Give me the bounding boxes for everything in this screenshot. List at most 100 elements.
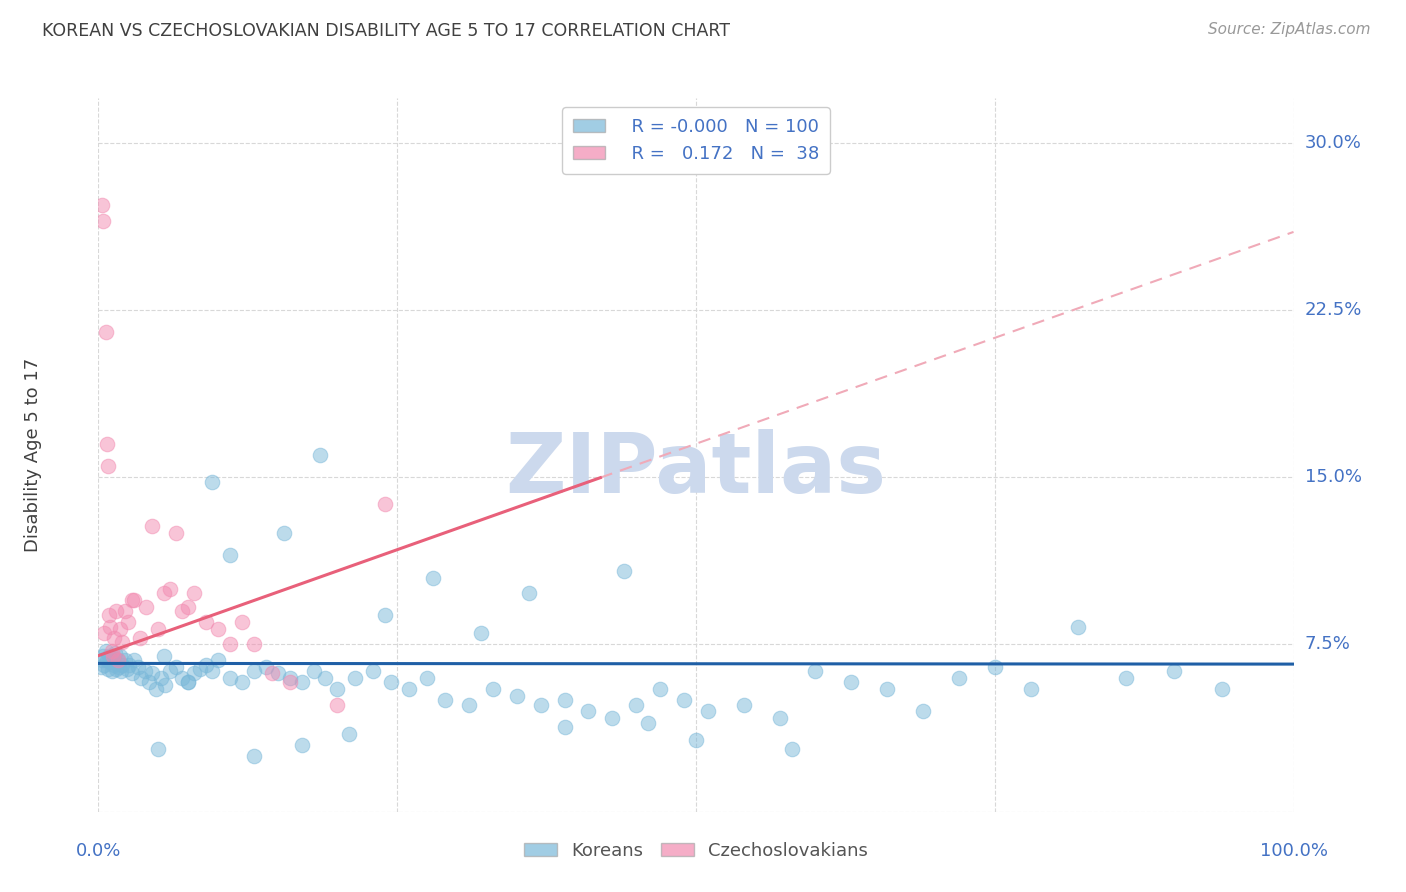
Text: ZIPatlas: ZIPatlas [506, 429, 886, 509]
Point [105, 662, 128, 676]
Point [134, 664, 156, 678]
Point [422, 571, 444, 585]
Point [948, 671, 970, 685]
Point [398, 681, 420, 696]
Point [131, 671, 153, 685]
Point [780, 742, 803, 756]
Point [231, 615, 253, 630]
Point [201, 664, 224, 678]
Point [648, 681, 672, 696]
Point [1067, 619, 1090, 633]
Point [104, 646, 127, 660]
Point [91, 653, 114, 667]
Point [117, 615, 139, 630]
Point [94, 644, 117, 658]
Point [91, 213, 114, 227]
Point [458, 698, 481, 712]
Point [876, 681, 898, 696]
Point [103, 657, 125, 672]
Point [118, 657, 141, 672]
Point [90, 660, 112, 674]
Point [624, 698, 647, 712]
Point [278, 671, 301, 685]
Point [172, 604, 194, 618]
Point [165, 526, 187, 541]
Point [127, 660, 149, 674]
Point [98, 648, 121, 663]
Point [673, 693, 696, 707]
Point [93, 657, 115, 672]
Point [98, 619, 122, 633]
Point [101, 648, 124, 663]
Point [380, 675, 402, 690]
Point [637, 715, 659, 730]
Point [1115, 671, 1137, 685]
Point [91, 198, 114, 212]
Point [231, 675, 253, 690]
Point [107, 653, 129, 667]
Text: 7.5%: 7.5% [1305, 635, 1351, 654]
Point [148, 742, 170, 756]
Point [219, 548, 242, 563]
Point [91, 648, 114, 663]
Point [194, 615, 217, 630]
Text: 100.0%: 100.0% [1260, 842, 1327, 860]
Point [111, 657, 134, 672]
Point [155, 678, 177, 692]
Point [97, 662, 120, 676]
Text: Source: ZipAtlas.com: Source: ZipAtlas.com [1208, 22, 1371, 37]
Point [308, 448, 330, 462]
Point [911, 705, 934, 719]
Point [416, 671, 439, 685]
Point [243, 637, 266, 651]
Point [733, 698, 755, 712]
Point [219, 637, 242, 651]
Point [114, 653, 136, 667]
Point [337, 726, 360, 740]
Point [260, 666, 283, 681]
Point [315, 671, 337, 685]
Point [108, 622, 131, 636]
Point [1211, 681, 1233, 696]
Point [194, 657, 217, 672]
Point [110, 664, 132, 678]
Point [374, 608, 396, 623]
Point [697, 705, 720, 719]
Point [273, 526, 295, 541]
Point [172, 671, 194, 685]
Point [804, 664, 827, 678]
Point [115, 662, 138, 676]
Point [374, 497, 396, 511]
Text: 30.0%: 30.0% [1305, 134, 1361, 152]
Point [243, 749, 266, 764]
Point [93, 626, 115, 640]
Point [685, 733, 707, 747]
Point [141, 666, 163, 681]
Point [135, 599, 157, 614]
Point [98, 608, 121, 623]
Text: 22.5%: 22.5% [1305, 301, 1362, 319]
Point [344, 671, 367, 685]
Point [517, 586, 540, 600]
Point [278, 675, 301, 690]
Legend: Koreans, Czechoslovakians: Koreans, Czechoslovakians [517, 835, 875, 867]
Point [153, 586, 176, 600]
Point [768, 711, 790, 725]
Point [124, 653, 146, 667]
Point [98, 655, 122, 669]
Point [101, 651, 124, 665]
Point [188, 662, 211, 676]
Text: Disability Age 5 to 17: Disability Age 5 to 17 [24, 358, 42, 552]
Point [165, 660, 187, 674]
Point [100, 644, 122, 658]
Point [207, 622, 229, 636]
Point [267, 666, 290, 681]
Point [554, 693, 576, 707]
Point [201, 475, 224, 489]
Point [576, 705, 599, 719]
Point [1019, 681, 1042, 696]
Point [100, 664, 122, 678]
Point [183, 666, 205, 681]
Point [97, 459, 120, 474]
Point [207, 653, 229, 667]
